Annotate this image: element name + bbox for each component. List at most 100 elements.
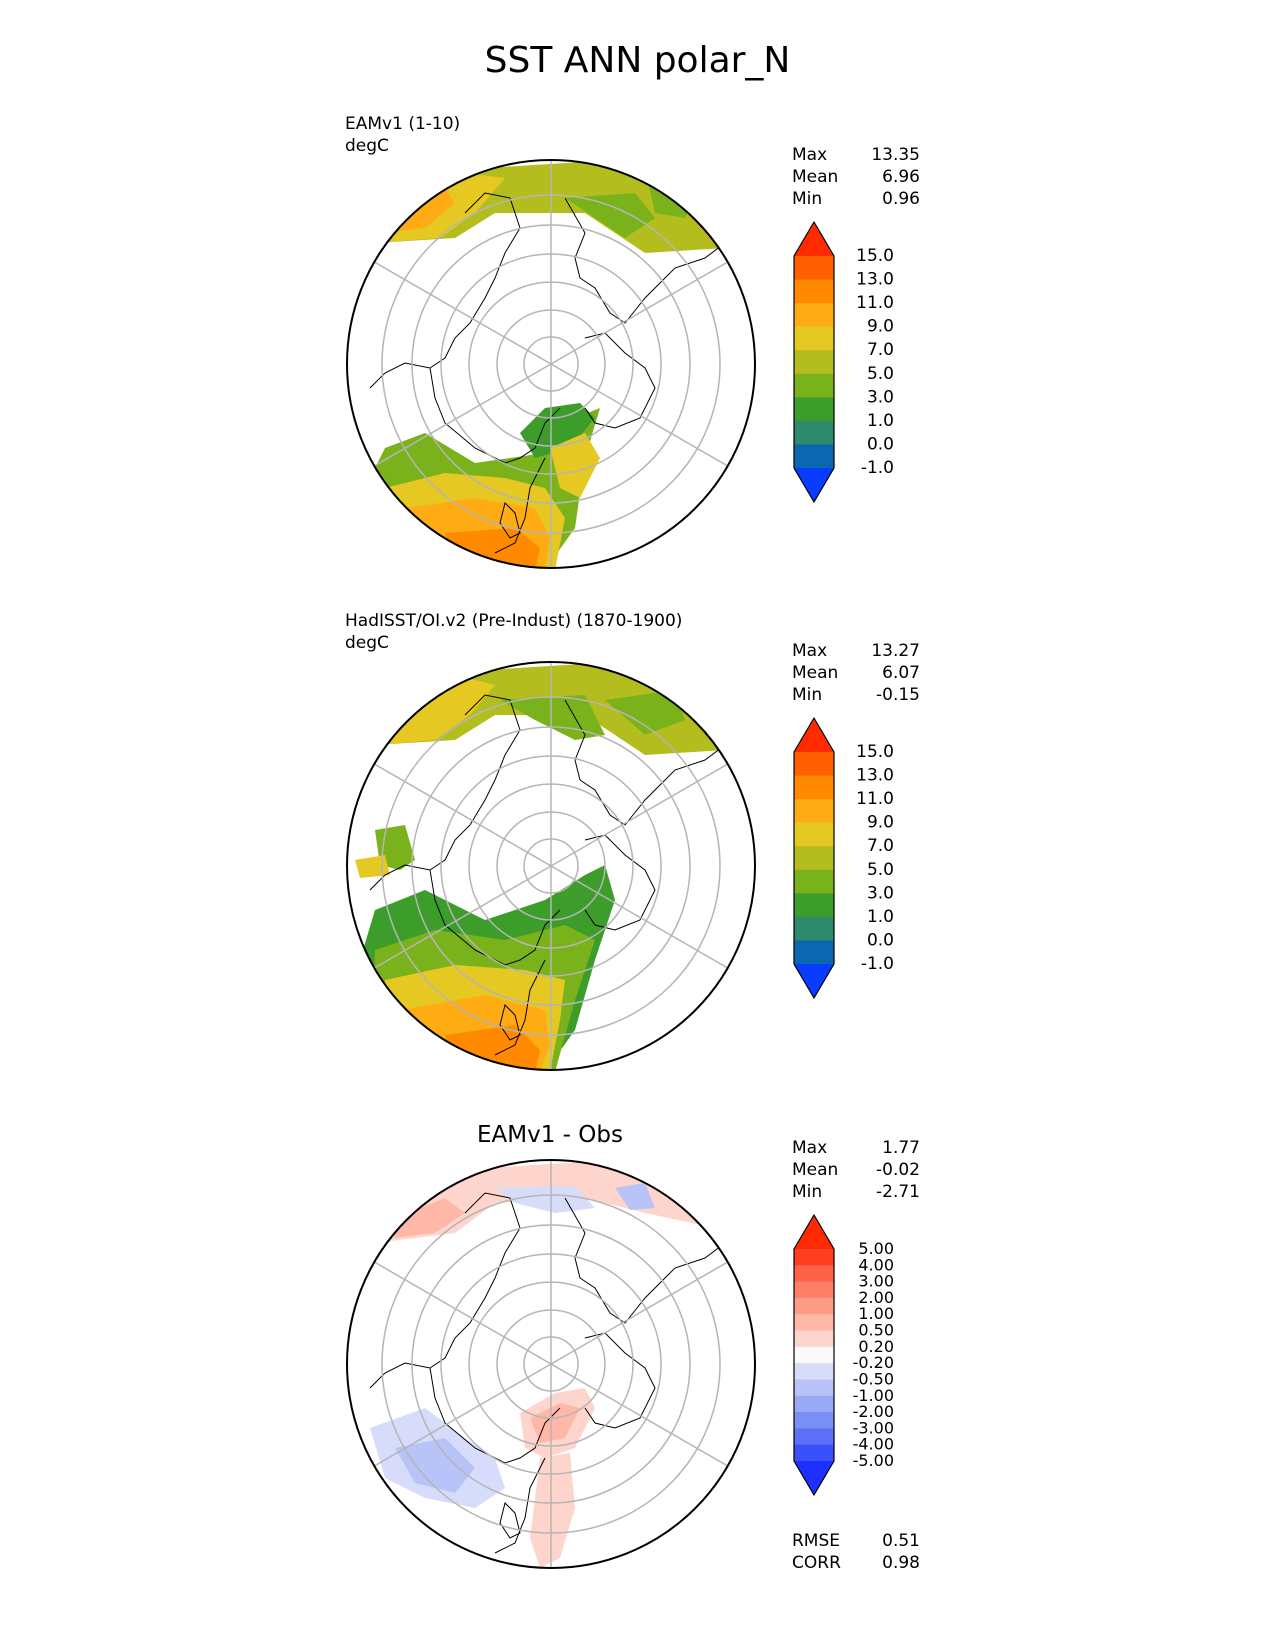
cb3-tick-label: -2.00 [853, 1402, 894, 1421]
cb3-tick-label: -4.00 [853, 1435, 894, 1454]
panel2-map-border [346, 661, 756, 1071]
panel2-coast-canada [584, 834, 656, 931]
cb3-tick-label: 3.00 [858, 1272, 894, 1291]
panel3-corr-value: 0.98 [882, 1553, 920, 1573]
cb2-segment-4 [794, 822, 834, 847]
panel3-coast-scand [494, 1457, 546, 1554]
cb2-tick-label: 5.0 [867, 860, 894, 880]
panel3-coast-uk [499, 1502, 521, 1539]
panel1-sst-bering [565, 193, 655, 238]
cb1-segment-9 [794, 444, 834, 469]
panel3-coast-asia [369, 1192, 521, 1389]
cb2-tick-label: 13.0 [856, 766, 894, 786]
panel3-coast-canada [584, 1332, 656, 1429]
panel2-sst-hudson-inner [355, 855, 390, 878]
cb3-segment-11 [794, 1412, 834, 1429]
panel2-stats: Max 13.27 Mean 6.07 Min -0.15 [792, 640, 920, 706]
cb2-segment-3 [794, 799, 834, 824]
panel3-mean-value: -0.02 [876, 1160, 920, 1180]
cb3-segment-9 [794, 1379, 834, 1397]
panel3-max-label: Max [792, 1138, 828, 1158]
panel1-coast-uk [499, 502, 521, 539]
cb2-segment-7 [794, 893, 834, 918]
cb3-tick-label: 4.00 [858, 1255, 894, 1274]
cb1-tick-label: 0.0 [867, 434, 894, 454]
cb2-tick-label: -1.0 [861, 954, 894, 974]
cb3-segment-2 [794, 1265, 834, 1283]
panel2-label-line1: HadISST/OI.v2 (Pre-Indust) (1870-1900) [345, 611, 683, 631]
panel3-mean-label: Mean [792, 1160, 839, 1180]
cb3-segment-1 [794, 1249, 834, 1266]
cb3-tick-label: -5.00 [853, 1451, 894, 1470]
panel3-diff-barents-pos2 [530, 1403, 580, 1443]
panel3-max-value: 1.77 [882, 1138, 920, 1158]
cb1-tick-label: 11.0 [856, 293, 894, 313]
cb1-outline [793, 220, 835, 504]
panel2-max-value: 13.27 [871, 641, 920, 661]
panel3-title: EAMv1 - Obs [477, 1122, 623, 1148]
panel2-label: HadISST/OI.v2 (Pre-Indust) (1870-1900) d… [345, 610, 682, 654]
panel3-diff-pacific-pos [385, 1198, 465, 1238]
cb1-tick-label: 9.0 [867, 317, 894, 337]
panel3-coast-alaska [564, 1197, 726, 1324]
cb3-segment-3 [794, 1281, 834, 1299]
cb1-segment-5 [794, 350, 834, 375]
cb3-extend-top [794, 1215, 834, 1249]
panel2-coast-asia [369, 694, 521, 891]
panel1-coast-scand [494, 457, 546, 554]
cb1-segment-8 [794, 420, 834, 445]
panel2-colorbar: 15.0 13.0 11.0 9.0 7.0 5.0 3.0 1.0 0.0 -1.0 [793, 716, 894, 1000]
panel1-map-border [346, 159, 756, 569]
panel1-max-label: Max [792, 145, 828, 165]
panel2-map [346, 661, 756, 1071]
panel3-corr-label: CORR [792, 1553, 841, 1573]
panel2-label-line2: degC [345, 633, 389, 653]
panel2-coast-uk [499, 1004, 521, 1041]
panel1-map [346, 159, 756, 569]
cb2-tick-label: 15.0 [856, 742, 894, 762]
panel2-mean-value: 6.07 [882, 663, 920, 683]
panel3-min-label: Min [792, 1182, 823, 1202]
panel3-min-value: -2.71 [876, 1182, 920, 1202]
cb3-tick-label: 0.50 [858, 1321, 894, 1340]
cb2-tick-label: 3.0 [867, 883, 894, 903]
cb1-segment-3 [794, 303, 834, 328]
cb3-segment-10 [794, 1395, 834, 1413]
cb2-tick-label: 7.0 [867, 836, 894, 856]
panel3-rmse-label: RMSE [792, 1531, 841, 1551]
panel2-sst-bering [500, 695, 605, 740]
cb2-tick-label: 0.0 [867, 930, 894, 950]
cb3-segment-6 [794, 1330, 834, 1348]
panel2-mean-label: Mean [792, 663, 839, 683]
cb3-tick-label: 1.00 [858, 1304, 894, 1323]
panel3-map-border [346, 1159, 756, 1569]
panel3-diff-atlantic-neg2 [395, 1438, 475, 1493]
cb3-tick-label: 2.00 [858, 1288, 894, 1307]
cb1-segment-6 [794, 373, 834, 398]
cb2-tick-label: 9.0 [867, 813, 894, 833]
cb3-segment-7 [794, 1346, 834, 1364]
cb2-extend-bottom [794, 964, 834, 998]
cb1-tick-label: 1.0 [867, 411, 894, 431]
panel1-coast-alaska [564, 197, 726, 324]
cb1-tick-label: 3.0 [867, 387, 894, 407]
panel2-min-value: -0.15 [876, 685, 920, 705]
panel3-metrics: RMSE 0.51 CORR 0.98 [792, 1530, 920, 1574]
cb3-tick-label: 5.00 [858, 1239, 894, 1258]
panel3-stats: Max 1.77 Mean -0.02 Min -2.71 [792, 1137, 920, 1203]
cb3-segment-8 [794, 1363, 834, 1380]
cb2-tick-label: 11.0 [856, 789, 894, 809]
cb3-outline [793, 1213, 835, 1497]
cb1-tick-label: 5.0 [867, 364, 894, 384]
cb2-segment-5 [794, 846, 834, 871]
panel1-label-line2: degC [345, 136, 389, 156]
panel3-diff-okhotsk-neg [615, 1183, 655, 1210]
cb1-segment-1 [794, 256, 834, 281]
panel2-coast-europe [429, 869, 561, 966]
cb1-segment-2 [794, 279, 834, 304]
panel1-coast-asia [369, 192, 521, 389]
panel3-diff-norway-pos [530, 1453, 575, 1568]
cb2-segment-1 [794, 752, 834, 777]
cb2-segment-8 [794, 916, 834, 941]
cb3-extend-bottom [794, 1461, 834, 1495]
